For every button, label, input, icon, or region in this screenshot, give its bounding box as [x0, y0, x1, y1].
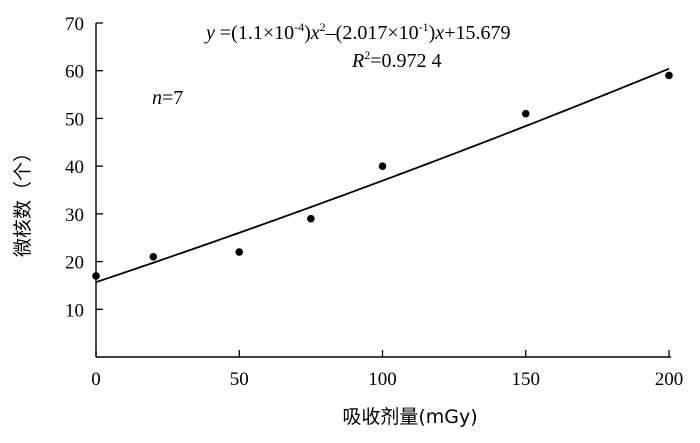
data-point	[92, 272, 100, 280]
y-ticks: 10 20 30 40 50 60 70	[65, 14, 103, 321]
y-axis-title: 微核数（个）	[12, 143, 34, 257]
equation-label: y =(1.1×10-4)x2–(2.017×10-1)x+15.679	[204, 20, 510, 44]
y-tick-label: 70	[65, 14, 84, 35]
y-tick-label: 10	[65, 300, 84, 321]
x-tick-label: 200	[655, 369, 684, 390]
fit-curve	[95, 67, 670, 284]
data-point	[235, 248, 244, 256]
axes	[95, 23, 671, 358]
sample-size-label: n=7	[152, 87, 183, 109]
data-point	[521, 109, 530, 118]
y-tick-label: 60	[65, 62, 84, 83]
x-tick-label: 0	[91, 369, 101, 390]
data-point	[378, 162, 387, 170]
x-tick-label: 50	[230, 369, 249, 390]
x-axis-title: 吸收剂量(mGy)	[342, 406, 477, 428]
x-tick-label: 150	[512, 369, 541, 390]
y-tick-label: 50	[65, 109, 84, 130]
x-ticks: 0 50 100 150 200	[91, 350, 683, 390]
x-tick-label: 100	[368, 369, 397, 390]
r-squared-label: R2=0.972 4	[351, 48, 442, 72]
data-point	[665, 71, 673, 80]
data-points	[92, 71, 673, 280]
y-tick-label: 30	[65, 205, 84, 226]
y-tick-label: 20	[65, 253, 84, 274]
y-tick-label: 40	[65, 157, 84, 178]
data-point	[149, 252, 158, 261]
data-point	[307, 214, 315, 223]
